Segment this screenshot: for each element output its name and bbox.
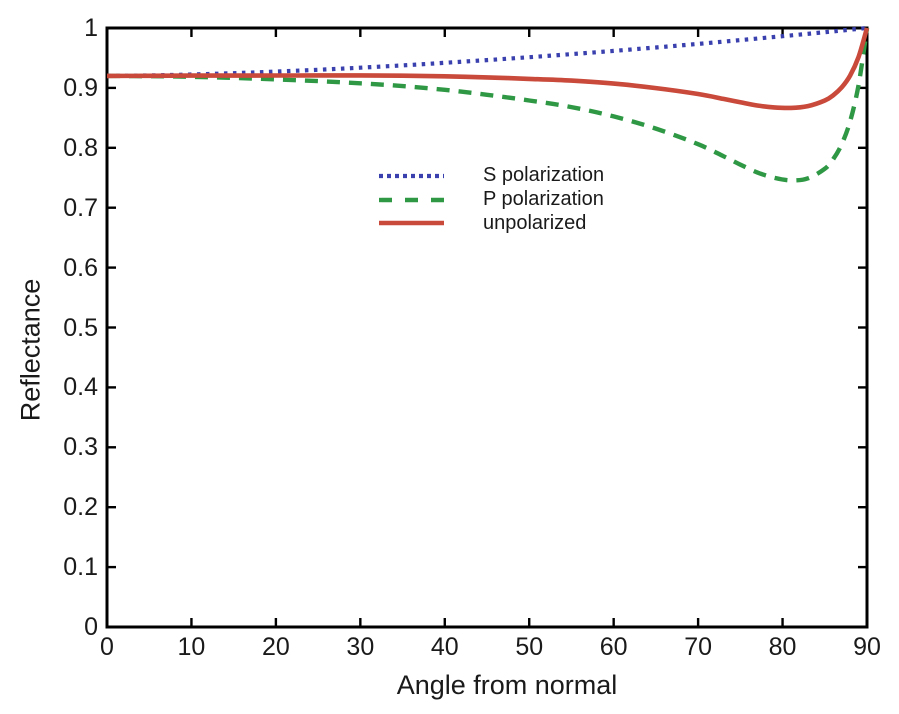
x-tick-label: 80 xyxy=(768,633,797,661)
y-tick-label: 0.4 xyxy=(63,373,98,402)
x-tick-label: 50 xyxy=(515,633,544,661)
y-tick-label: 0.9 xyxy=(63,73,98,102)
curve-s-polarization xyxy=(106,25,868,78)
y-tick-label: 0.1 xyxy=(63,553,98,582)
y-tick-label: 0.5 xyxy=(63,313,98,342)
x-axis-title: Angle from normal xyxy=(396,670,618,700)
x-tick-label: 20 xyxy=(261,633,290,661)
y-tick-label: 0.2 xyxy=(63,493,98,522)
x-tick-label: 70 xyxy=(684,633,713,661)
curve-unpolarized xyxy=(106,27,870,111)
plot-border xyxy=(105,26,869,629)
y-tick-label: 0 xyxy=(84,613,98,641)
x-tick-label: 10 xyxy=(177,633,206,661)
legend-label-unpolarized: unpolarized xyxy=(483,212,587,234)
x-tick-label: 0 xyxy=(100,633,114,661)
x-tick-label: 90 xyxy=(853,633,881,661)
y-tick-label: 0.6 xyxy=(63,253,98,282)
x-tick-label: 30 xyxy=(346,633,375,661)
y-tick-label: 0.7 xyxy=(63,193,98,222)
y-tick-label: 1 xyxy=(84,14,98,42)
curve-p-polarization xyxy=(106,27,870,183)
x-tick-label: 60 xyxy=(599,633,628,661)
y-tick-label: 0.3 xyxy=(63,433,98,462)
legend-label-s-polarization: S polarization xyxy=(483,164,605,186)
y-tick-label: 0.8 xyxy=(63,133,98,162)
legend-label-p-polarization: P polarization xyxy=(483,188,604,210)
y-axis-title: Reflectance xyxy=(15,278,46,422)
x-tick-label: 40 xyxy=(430,633,459,661)
